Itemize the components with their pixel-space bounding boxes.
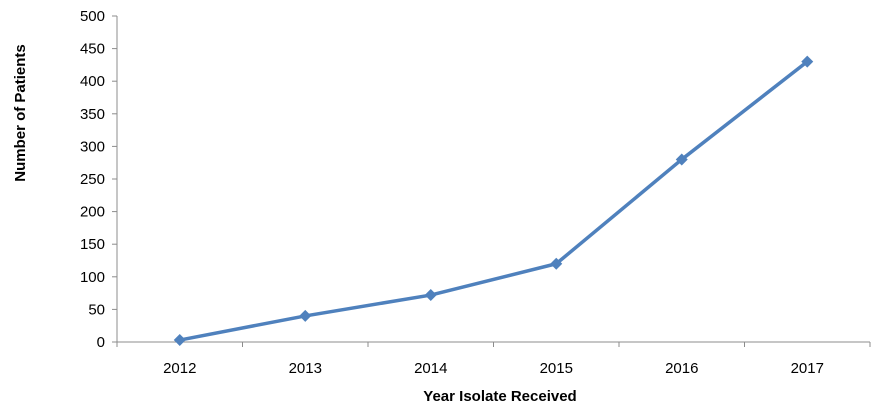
y-tick-label: 500 — [80, 8, 105, 25]
x-axis-title: Year Isolate Received — [423, 388, 576, 405]
series-patients — [173, 55, 814, 347]
y-axis-title: Number of Patients — [12, 44, 29, 182]
y-tick-label: 450 — [80, 41, 105, 58]
y-tick-label: 300 — [80, 138, 105, 155]
data-point-2016 — [675, 153, 688, 166]
x-tick-label: 2012 — [163, 360, 196, 377]
series-line — [179, 60, 809, 342]
data-point-2013 — [299, 309, 312, 322]
x-tick-label: 2017 — [791, 360, 824, 377]
data-point-2012 — [173, 334, 186, 347]
y-tick-label: 0 — [97, 334, 105, 351]
y-axis: 0 50 100 150 200 250 300 350 400 450 500 — [80, 8, 118, 351]
data-point-2014 — [424, 289, 437, 302]
y-tick-label: 200 — [80, 204, 105, 221]
y-tick-label: 250 — [80, 171, 105, 188]
y-tick-label: 150 — [80, 236, 105, 253]
data-point-2017 — [801, 55, 814, 68]
x-tick-label: 2016 — [665, 360, 698, 377]
x-tick-label: 2013 — [289, 360, 322, 377]
data-point-2015 — [550, 257, 563, 270]
x-axis: 2012 2013 2014 2015 2016 2017 — [116, 341, 871, 377]
y-tick-label: 100 — [80, 269, 105, 286]
x-tick-label: 2014 — [414, 360, 447, 377]
y-tick-label: 50 — [88, 301, 105, 318]
y-tick-label: 400 — [80, 73, 105, 90]
x-tick-label: 2015 — [540, 360, 573, 377]
y-tick-label: 350 — [80, 106, 105, 123]
